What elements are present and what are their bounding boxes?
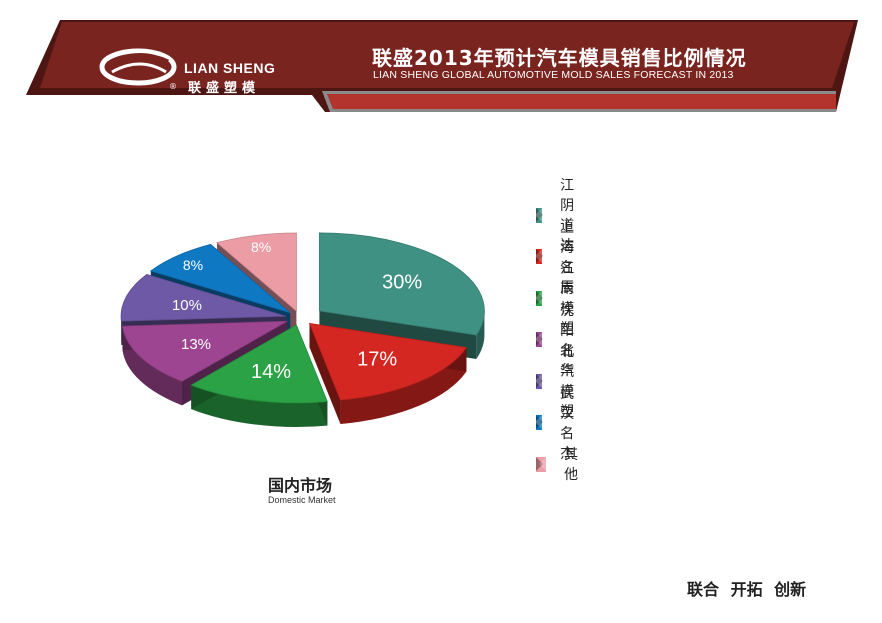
pie-slice-2 <box>308 322 468 401</box>
page-subtitle: LIAN SHENG GLOBAL AUTOMOTIVE MOLD SALES … <box>373 69 734 81</box>
pie-value-label-2: 17% <box>357 349 397 371</box>
legend-swatch-icon <box>535 290 544 306</box>
pie-side-4 <box>122 326 182 406</box>
pie-value-label-4: 13% <box>181 336 211 353</box>
footer-slogan: 联合 开拓 创新 <box>687 580 807 599</box>
registered-mark-icon: ® <box>169 82 177 91</box>
logo-text-cn: 联盛塑模 <box>188 81 261 96</box>
pie-slice-4 <box>122 320 288 382</box>
legend-swatch-icon <box>535 207 544 223</box>
pie-side-1 <box>476 310 485 360</box>
pie-value-label-6: 8% <box>183 257 203 273</box>
legend-label: 沈阳名华 <box>560 302 575 379</box>
pie-value-label-1: 30% <box>382 272 422 294</box>
legend-swatch-icon <box>536 456 547 472</box>
banner-accent-strip-inner <box>327 94 836 109</box>
pie-value-label-3: 14% <box>251 361 291 383</box>
pie-slice-7 <box>216 232 297 312</box>
legend-item-3: 江南模塑 <box>535 261 583 337</box>
legend-label: 其他 <box>564 447 579 483</box>
legend-label: 江南模塑 <box>560 261 575 337</box>
logo-icon <box>99 48 177 86</box>
legend-item-7: 其他 <box>536 447 583 483</box>
pie-slice-1 <box>319 232 485 336</box>
legend-label: 江阴道达 <box>560 178 575 254</box>
legend-swatch-icon <box>535 332 544 347</box>
legend-item-6: 武汉名杰 <box>535 386 583 462</box>
pie-value-label-7: 8% <box>251 239 271 255</box>
legend-item-1: 江阴道达 <box>535 178 583 254</box>
pie-slice-5 <box>120 273 287 322</box>
legend-label: 武汉名杰 <box>560 385 575 462</box>
legend-item-4: 沈阳名华 <box>535 303 583 379</box>
legend-swatch-icon <box>535 249 544 264</box>
chart-title: 国内市场 <box>268 476 333 495</box>
pie-value-label-5: 10% <box>172 297 202 314</box>
legend-swatch-icon <box>535 415 544 430</box>
legend-item-2: 上海名辰 <box>535 220 583 296</box>
pie-side-2 <box>340 347 467 425</box>
pie-wall-2-1 <box>309 323 341 425</box>
legend-item-5: 北汽模塑 <box>535 344 583 420</box>
page-title: 联盛2013年预计汽车模具销售比例情况 <box>372 46 747 70</box>
chart-subtitle: Domestic Market <box>268 495 336 505</box>
header-banner: ® <box>26 20 858 112</box>
banner-body <box>40 22 854 88</box>
logo-text-en: LIAN SHENG <box>184 60 276 76</box>
pie-slice-6 <box>149 243 291 314</box>
legend-swatch-icon <box>535 373 544 389</box>
legend-label: 北汽模塑 <box>560 344 575 420</box>
pie-slice-3 <box>190 324 328 404</box>
legend-label: 上海名辰 <box>560 219 575 296</box>
